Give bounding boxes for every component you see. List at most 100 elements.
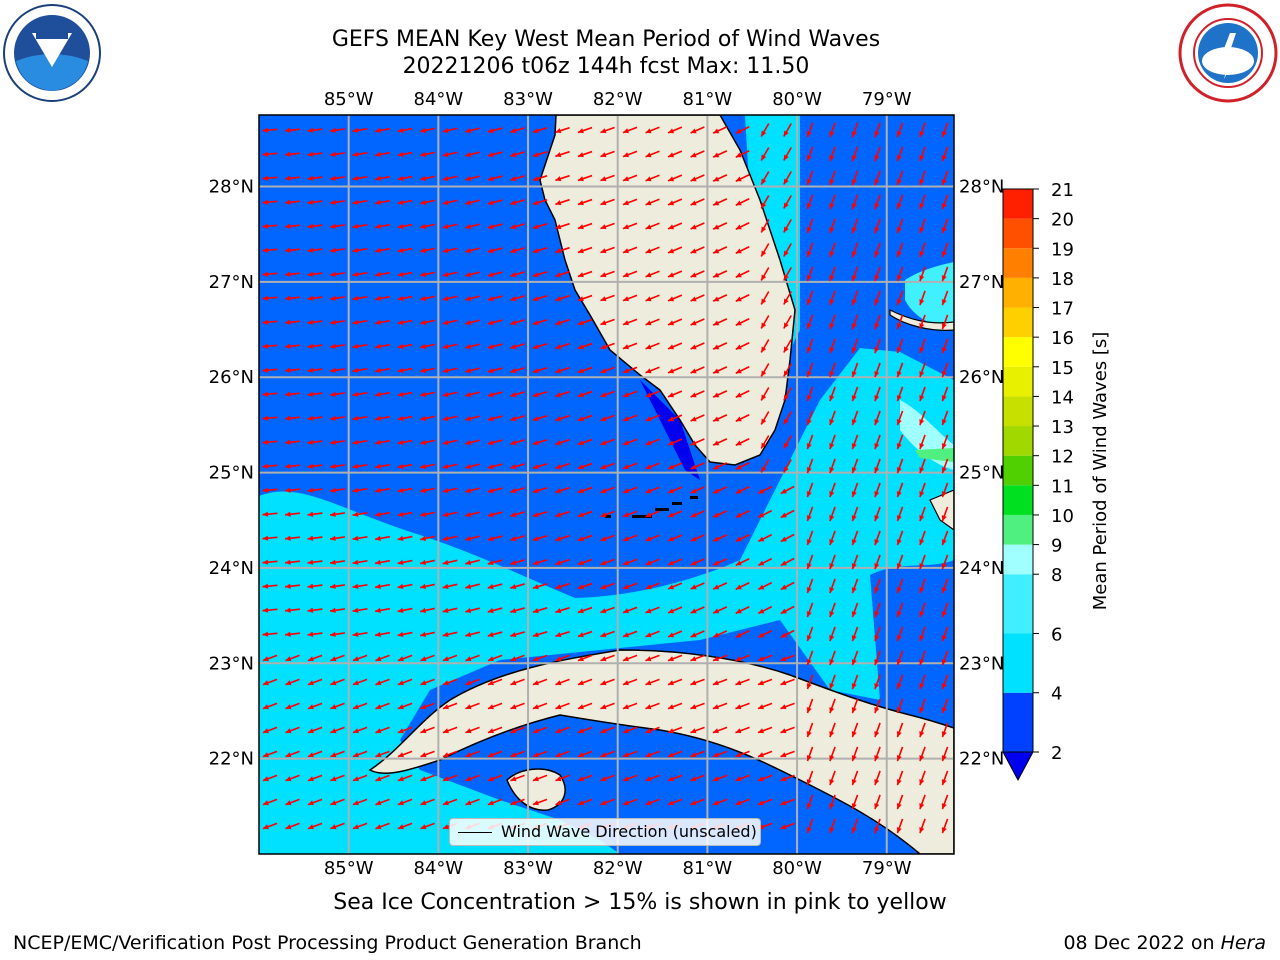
wind-arrow	[735, 606, 750, 614]
wind-arrow	[487, 654, 503, 662]
wind-arrow	[829, 266, 836, 282]
wind-arrow	[397, 271, 413, 277]
wind-arrow	[555, 342, 570, 350]
wind-arrow	[442, 631, 458, 638]
wind-arrow	[532, 774, 548, 782]
wind-arrow	[806, 602, 814, 618]
wind-arrow	[465, 487, 480, 494]
wind-arrow	[284, 151, 301, 157]
wind-arrow	[645, 462, 660, 470]
wind-arrow	[465, 151, 480, 158]
wind-arrow	[690, 174, 705, 182]
wind-arrow	[806, 794, 814, 810]
wind-arrow	[284, 271, 301, 277]
wind-arrow	[510, 223, 525, 230]
wind-arrow	[874, 242, 881, 258]
wind-arrow	[829, 218, 836, 234]
wind-arrow	[896, 602, 904, 618]
wind-arrow	[851, 434, 859, 450]
wind-arrow	[735, 726, 750, 734]
wind-arrow	[577, 366, 593, 374]
wind-arrow	[374, 535, 391, 541]
wind-arrow	[851, 266, 859, 282]
wind-arrow	[645, 414, 660, 422]
wind-arrow	[262, 535, 278, 541]
wind-arrow	[465, 127, 480, 134]
wind-arrow	[941, 698, 949, 714]
wind-arrow	[919, 362, 926, 378]
wind-arrow	[397, 487, 413, 493]
wind-arrow	[262, 223, 278, 229]
wind-arrow	[645, 510, 660, 518]
wind-arrow	[757, 702, 773, 710]
wind-arrow	[941, 746, 949, 762]
wind-arrow	[806, 698, 814, 714]
wind-arrow	[442, 535, 458, 542]
wind-arrow	[555, 246, 570, 254]
wind-arrow	[735, 414, 750, 422]
wind-arrow	[622, 414, 638, 422]
wind-arrow	[780, 702, 795, 710]
wind-arrow	[622, 558, 638, 566]
lat-tick-label-right: 22°N	[959, 749, 1004, 770]
wind-arrow	[510, 391, 525, 398]
wind-arrow	[510, 774, 525, 782]
wind-arrow	[329, 391, 346, 397]
wind-arrow	[783, 315, 792, 329]
wind-arrow	[667, 366, 683, 374]
wind-arrow	[780, 557, 795, 567]
wind-arrow	[284, 175, 301, 181]
wind-arrow	[307, 798, 323, 806]
colorbar-segment	[1003, 218, 1033, 249]
wind-arrow	[532, 415, 548, 422]
wind-arrow	[690, 678, 705, 686]
wind-arrow	[735, 222, 750, 230]
wind-arrow	[307, 583, 323, 589]
wind-arrow	[442, 319, 458, 326]
wind-arrow	[465, 726, 480, 734]
wind-arrow	[735, 198, 750, 206]
wind-arrow	[896, 338, 904, 354]
wind-arrow	[780, 605, 795, 615]
wind-arrow	[622, 246, 638, 254]
wind-arrow	[397, 654, 413, 662]
wind-arrow	[397, 463, 413, 469]
wind-arrow	[532, 487, 548, 494]
plot-subtitle: 20221206 t06z 144h fcst Max: 11.50	[402, 54, 810, 79]
wind-arrow	[874, 482, 881, 498]
wind-arrow	[442, 127, 458, 134]
wind-arrow	[262, 463, 278, 469]
wind-arrow	[806, 458, 814, 474]
wind-arrow	[555, 486, 570, 494]
wind-arrow	[806, 650, 814, 666]
wind-arrow	[532, 127, 548, 134]
wind-arrow	[829, 314, 836, 330]
wind-arrow	[941, 602, 949, 618]
lat-tick-label-left: 24°N	[209, 558, 254, 579]
wind-arrow	[262, 415, 278, 421]
wind-arrow	[622, 150, 638, 158]
wind-arrow	[487, 750, 503, 758]
wind-arrow	[806, 338, 814, 354]
wind-arrow	[262, 702, 278, 710]
wind-arrow	[645, 750, 660, 758]
wind-arrow	[555, 438, 570, 446]
wind-arrow	[420, 175, 435, 181]
wind-arrow	[690, 126, 705, 134]
wind-arrow	[757, 774, 773, 782]
lat-tick-label-right: 23°N	[959, 653, 1004, 674]
wind-arrow	[532, 199, 548, 206]
wind-arrow	[352, 319, 368, 325]
wind-arrow	[783, 291, 792, 305]
wind-arrow	[374, 151, 391, 157]
wind-arrow	[374, 583, 391, 589]
wind-arrow	[806, 170, 814, 186]
wind-arrow	[941, 386, 949, 402]
wind-arrow	[874, 506, 881, 522]
wind-arrow	[329, 463, 346, 469]
wind-arrow	[442, 199, 458, 206]
wind-arrow	[667, 198, 683, 206]
wind-arrow	[896, 698, 904, 714]
wind-arrow	[735, 654, 750, 662]
wind-arrow	[352, 223, 368, 229]
